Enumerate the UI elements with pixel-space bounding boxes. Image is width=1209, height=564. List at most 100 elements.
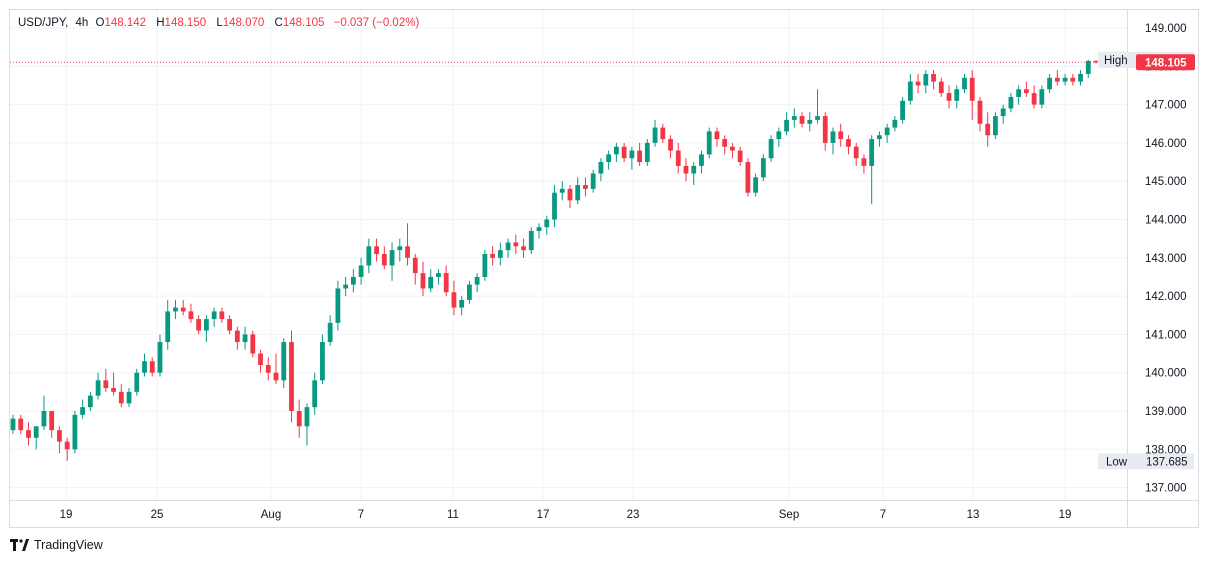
candle-body[interactable] [420,273,426,289]
candle-body[interactable] [281,342,287,381]
candle-body[interactable] [64,441,70,450]
candle-body[interactable] [675,150,681,166]
candle-body[interactable] [1016,89,1022,97]
candle-body[interactable] [49,411,55,431]
price-chart[interactable]: 149.000148.000147.000146.000145.000144.0… [10,10,1198,527]
candle-body[interactable] [629,150,635,159]
candle-body[interactable] [173,307,178,312]
candle-body[interactable] [203,319,209,331]
candle-body[interactable] [33,426,39,438]
candle-body[interactable] [544,219,550,228]
candle-body[interactable] [41,411,47,427]
candle-body[interactable] [95,380,101,396]
candle-body[interactable] [289,342,294,411]
candle-body[interactable] [590,173,596,189]
candle-body[interactable] [296,411,302,427]
candle-body[interactable] [668,139,673,151]
candle-body[interactable] [938,81,944,94]
candle-body[interactable] [799,116,805,124]
candle-body[interactable] [521,246,526,251]
candle-body[interactable] [250,334,256,354]
candle-body[interactable] [227,319,232,331]
candle-body[interactable] [474,276,480,285]
candle-body[interactable] [552,192,557,220]
candle-body[interactable] [536,227,542,231]
candle-body[interactable] [358,265,364,277]
candle-body[interactable] [907,81,913,101]
candle-body[interactable] [335,288,341,323]
candle-body[interactable] [784,119,789,132]
candle-body[interactable] [791,116,797,120]
candle-body[interactable] [490,253,496,258]
candle-body[interactable] [583,185,588,189]
candle-body[interactable] [737,150,743,163]
candle-body[interactable] [188,311,194,320]
candle-body[interactable] [443,273,449,293]
candle-body[interactable] [915,81,921,86]
candle-body[interactable] [165,311,171,343]
candle-body[interactable] [815,116,820,120]
candle-body[interactable] [1078,73,1083,82]
candle-body[interactable] [111,388,116,392]
candle-body[interactable] [80,407,86,415]
candle-body[interactable] [497,250,503,258]
candle-body[interactable] [320,342,325,381]
candle-body[interactable] [304,407,310,427]
candle-body[interactable] [10,418,16,431]
candle-body[interactable] [126,391,132,404]
candle-body[interactable] [513,242,519,247]
candle-body[interactable] [892,119,898,128]
candle-body[interactable] [72,414,78,450]
candle-body[interactable] [258,353,263,366]
candle-body[interactable] [822,116,828,143]
candle-body[interactable] [196,319,202,331]
candle-body[interactable] [760,158,766,178]
candle-body[interactable] [598,162,604,174]
candle-body[interactable] [807,119,813,124]
candle-body[interactable] [652,127,658,143]
candle-body[interactable] [265,365,271,373]
candle-body[interactable] [451,292,457,308]
candle-body[interactable] [389,250,395,266]
candle-body[interactable] [467,284,472,300]
candle-body[interactable] [613,146,619,155]
candle-body[interactable] [482,253,488,277]
candle-body[interactable] [1054,77,1060,82]
candle-body[interactable] [1031,93,1037,105]
candle-body[interactable] [459,299,465,308]
candle-body[interactable] [327,322,333,343]
candle-body[interactable] [381,253,387,266]
candle-body[interactable] [1062,77,1068,82]
candle-body[interactable] [1000,108,1006,117]
candle-body[interactable] [1070,77,1076,82]
candle-body[interactable] [366,246,372,266]
candle-body[interactable] [985,123,991,136]
candle-body[interactable] [745,162,751,193]
candle-body[interactable] [57,430,62,442]
candle-body[interactable] [954,89,960,101]
candle-body[interactable] [853,146,859,159]
candle-body[interactable] [877,135,882,140]
candle-body[interactable] [211,311,217,320]
candle-body[interactable] [149,361,155,373]
candle-body[interactable] [1008,96,1014,109]
candle-body[interactable] [528,230,534,251]
candle-body[interactable] [846,139,851,147]
candle-body[interactable] [660,127,666,140]
candle-body[interactable] [397,246,403,251]
candle-body[interactable] [157,342,163,373]
branding[interactable]: TradingView [10,538,103,552]
candle-body[interactable] [977,100,983,124]
candle-body[interactable] [234,330,240,343]
candle-body[interactable] [993,116,998,136]
candle-body[interactable] [1093,60,1099,63]
candle-body[interactable] [87,395,93,408]
candle-body[interactable] [900,100,906,120]
candle-body[interactable] [714,131,720,140]
candle-body[interactable] [412,257,418,274]
candle-body[interactable] [768,139,774,159]
candle-body[interactable] [606,154,612,163]
candle-body[interactable] [830,131,836,143]
candle-body[interactable] [142,361,147,373]
candle-body[interactable] [730,146,735,151]
